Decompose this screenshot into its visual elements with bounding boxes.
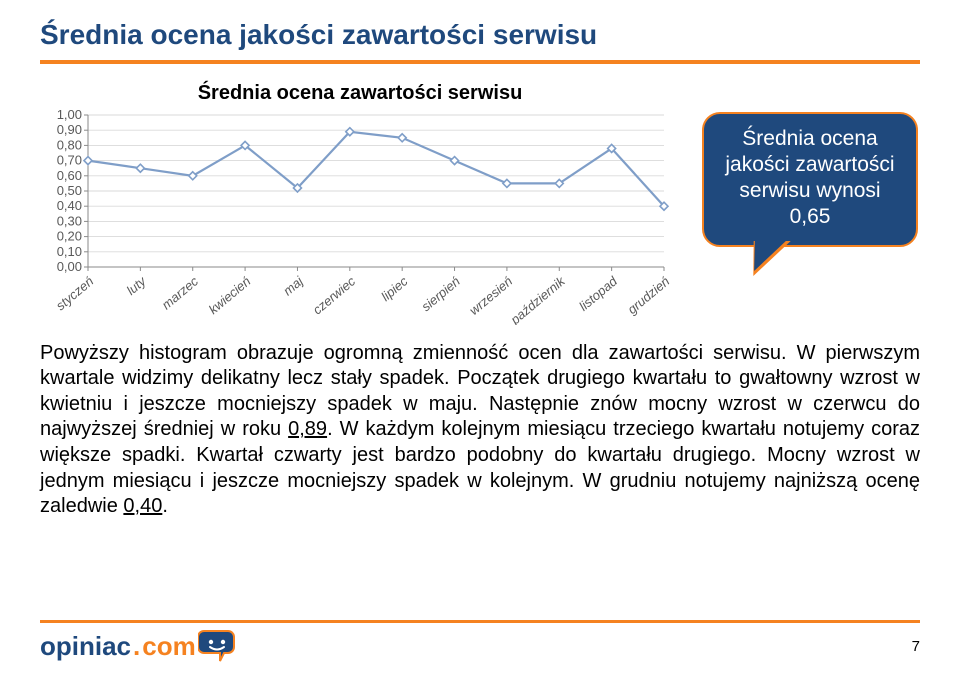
summary-callout: Średnia ocena jakości zawartości serwisu…: [702, 112, 918, 247]
svg-text:wrzesień: wrzesień: [466, 273, 515, 317]
svg-text:0,90: 0,90: [57, 122, 82, 137]
svg-text:0,30: 0,30: [57, 213, 82, 228]
chart-container: Średnia ocena zawartości serwisu 0,000,1…: [40, 82, 680, 327]
svg-text:lipiec: lipiec: [378, 273, 411, 304]
logo: opiniac.com: [40, 629, 238, 663]
svg-text:styczeń: styczeń: [53, 273, 96, 313]
body-u2: 0,40: [123, 495, 162, 517]
svg-text:0,40: 0,40: [57, 198, 82, 213]
page-title: Średnia ocena jakości zawartości serwisu: [40, 18, 920, 52]
svg-text:grudzień: grudzień: [625, 273, 673, 317]
svg-text:sierpień: sierpień: [418, 273, 463, 314]
svg-text:0,00: 0,00: [57, 259, 82, 274]
svg-text:0,70: 0,70: [57, 152, 82, 167]
footer: opiniac.com 7: [0, 620, 960, 678]
svg-text:kwiecień: kwiecień: [206, 273, 254, 317]
logo-opiniac: opiniac: [40, 631, 131, 662]
callout-value: 0,65: [790, 205, 831, 228]
chart-title: Średnia ocena zawartości serwisu: [40, 82, 680, 105]
svg-text:0,50: 0,50: [57, 183, 82, 198]
body-u1: 0,89: [288, 418, 327, 440]
callout-line1: Średnia ocena: [742, 127, 877, 150]
body-p3: .: [162, 495, 168, 517]
svg-text:1,00: 1,00: [57, 109, 82, 122]
title-underline: [40, 60, 920, 64]
svg-text:maj: maj: [280, 272, 307, 298]
callout-container: Średnia ocena jakości zawartości serwisu…: [680, 82, 920, 327]
logo-dot: .: [133, 631, 140, 662]
svg-text:październik: październik: [507, 272, 569, 324]
callout-line2: jakości zawartości: [725, 153, 894, 176]
svg-text:0,10: 0,10: [57, 243, 82, 258]
line-chart: 0,000,100,200,300,400,500,600,700,800,90…: [40, 109, 680, 325]
footer-inner: opiniac.com 7: [0, 623, 960, 663]
svg-text:listopad: listopad: [576, 273, 621, 314]
svg-text:czerwiec: czerwiec: [310, 273, 359, 317]
body-text: Powyższy histogram obrazuje ogromną zmie…: [40, 341, 920, 520]
page-number: 7: [912, 638, 920, 655]
svg-text:0,20: 0,20: [57, 228, 82, 243]
logo-com: com: [142, 631, 195, 662]
speech-bubble-icon: [198, 629, 238, 663]
slide: Średnia ocena jakości zawartości serwisu…: [0, 0, 960, 678]
callout-line3: serwisu wynosi: [739, 179, 880, 202]
svg-text:0,80: 0,80: [57, 137, 82, 152]
content-row: Średnia ocena zawartości serwisu 0,000,1…: [40, 82, 920, 327]
svg-text:0,60: 0,60: [57, 167, 82, 182]
svg-text:marzec: marzec: [159, 273, 202, 312]
svg-text:luty: luty: [124, 272, 150, 297]
